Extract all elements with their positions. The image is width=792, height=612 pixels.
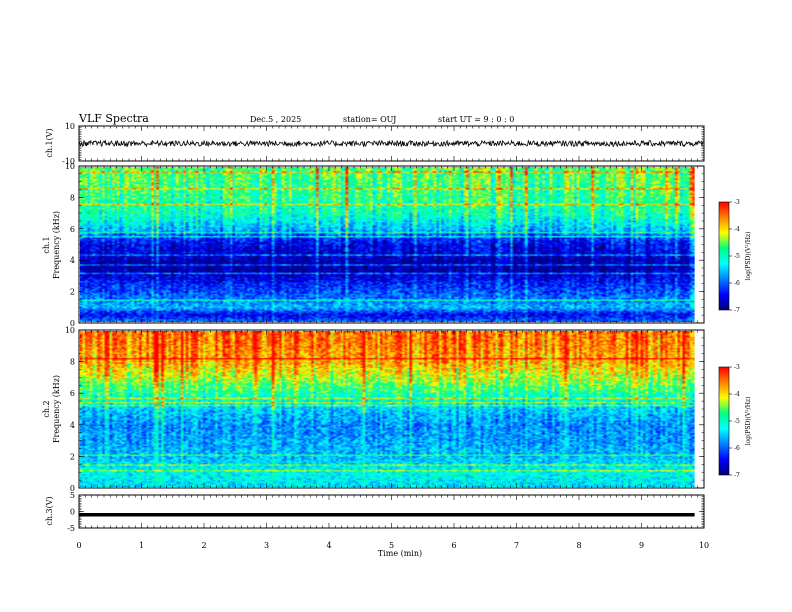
panel-ch2-spectrogram	[80, 331, 695, 487]
x-tick-label: 8	[576, 541, 581, 550]
y-tick-label: -5	[67, 524, 75, 533]
y-tick-label: 2	[70, 288, 75, 297]
colorbar-tick-label: -5	[734, 253, 740, 260]
x-tick-label: 9	[639, 541, 644, 550]
y-tick-label: 6	[70, 225, 75, 234]
y-tick-label: 4	[70, 256, 75, 265]
colorbar-ch1	[718, 201, 730, 311]
colorbar-tick-label: -7	[734, 472, 740, 479]
colorbar-ch2-label: log(PSD)(V²/Hz)	[745, 397, 752, 446]
y-tick-label: -10	[62, 157, 75, 166]
y-tick-label: 0	[70, 508, 75, 517]
y-tick-label: 10	[65, 122, 75, 131]
x-tick-label: 7	[514, 541, 519, 550]
waveform-line	[78, 139, 705, 148]
y-tick-label: 0	[70, 484, 75, 493]
ch1-wave-ylabel: ch.1(V)	[45, 128, 54, 157]
y-tick-label: 5	[70, 491, 75, 500]
x-axis-label: Time (min)	[378, 549, 422, 558]
x-tick-label: 0	[76, 541, 81, 550]
x-tick-label: 6	[451, 541, 456, 550]
colorbar-ticks: -3 -4 -5 -6 -7 -3 -4 -5 -6 -7	[729, 199, 740, 479]
colorbar-tick-label: -3	[734, 364, 740, 371]
date-label: Dec.5 , 2025	[250, 115, 302, 124]
colorbar-tick-label: -4	[734, 391, 740, 398]
ch2-spec-ylabel: Frequency (kHz)	[52, 375, 61, 443]
colorbar-tick-label: -6	[734, 280, 740, 287]
y-tick-label: 2	[70, 452, 75, 461]
colorbar-ch2	[718, 366, 730, 476]
ch1-trace	[78, 139, 705, 148]
panel-ch1-spectrogram	[80, 167, 695, 322]
x-tick-label: 5	[389, 541, 394, 550]
ch3-wave-ylabel: ch.3(V)	[45, 496, 54, 525]
x-tick-label: 10	[699, 541, 709, 550]
y-tick-label: 4	[70, 421, 75, 430]
spectrogram-image	[80, 167, 695, 322]
colorbar-tick-label: -4	[734, 226, 740, 233]
colorbar-tick-label: -7	[734, 307, 740, 314]
y-tick-label: 6	[70, 389, 75, 398]
colorbar-tick-label: -6	[734, 445, 740, 452]
ch1-spec-ylabel-top: ch.1	[42, 236, 51, 253]
x-tick-label: 3	[264, 541, 269, 550]
y-tick-label: 10	[65, 162, 75, 171]
colorbar-ch1-label: log(PSD)(V²/Hz)	[745, 232, 752, 281]
y-tick-label: 8	[70, 193, 75, 202]
x-tick-label: 4	[326, 541, 331, 550]
y-tick-label: 10	[65, 326, 75, 335]
start-ut-label: start UT = 9 : 0 : 0	[438, 115, 515, 124]
ch1-spec-ylabel: Frequency (kHz)	[52, 211, 61, 279]
station-label: station= OUJ	[343, 115, 397, 124]
y-tick-label: 8	[70, 358, 75, 367]
x-tick-label: 2	[201, 541, 206, 550]
x-tick-label: 1	[139, 541, 144, 550]
y-tick-label: 0	[70, 319, 75, 328]
colorbar-tick-label: -5	[734, 418, 740, 425]
colorbar-tick-label: -3	[734, 199, 740, 206]
plot-title: VLF Spectra	[79, 112, 149, 125]
spectrogram-image	[80, 331, 695, 487]
ch2-spec-ylabel-top: ch.2	[42, 400, 51, 417]
